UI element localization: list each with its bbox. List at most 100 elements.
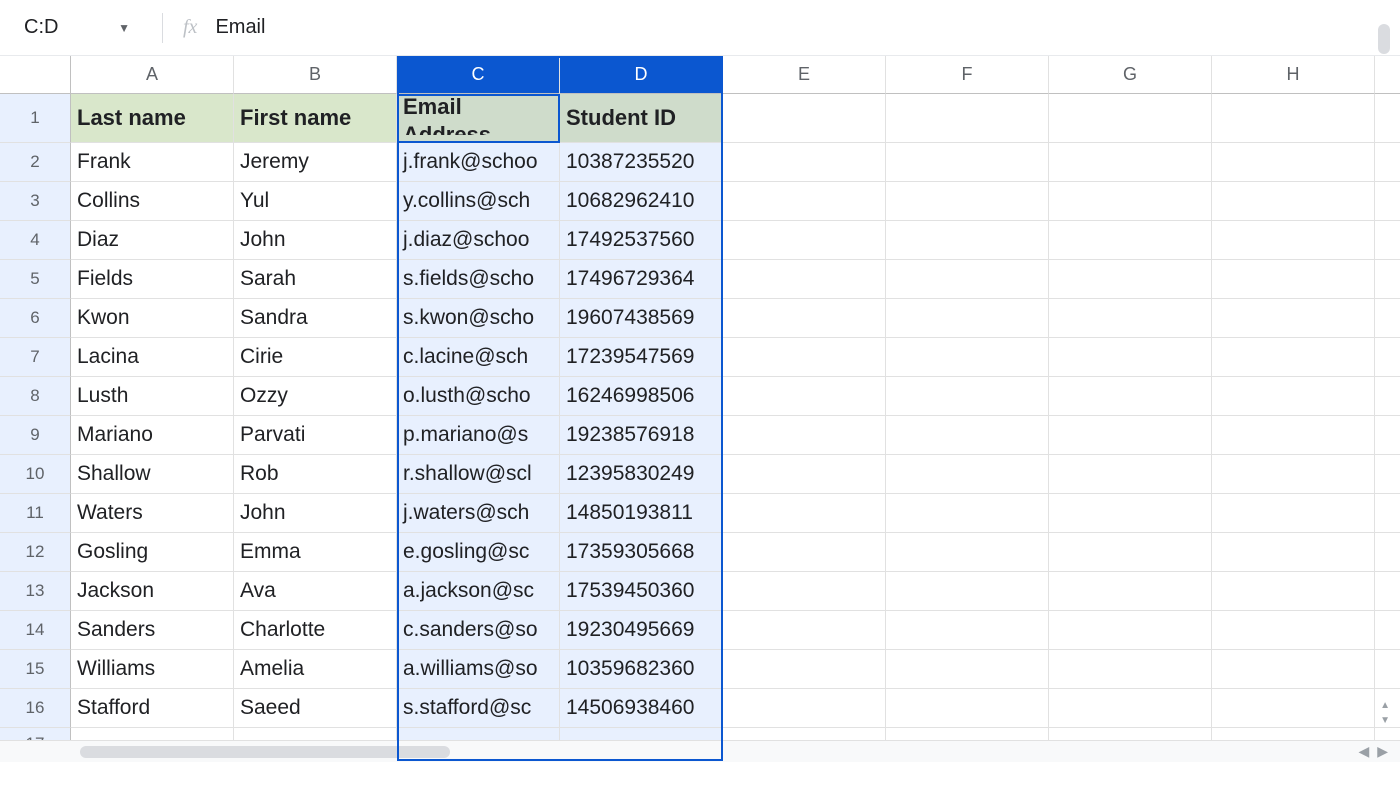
- cell-a2[interactable]: Frank: [71, 143, 234, 182]
- cell-h13[interactable]: [1212, 572, 1375, 611]
- cell-b15[interactable]: Amelia: [234, 650, 397, 689]
- cell-b9[interactable]: Parvati: [234, 416, 397, 455]
- cell-c15[interactable]: a.williams@so: [397, 650, 560, 689]
- cell-e5[interactable]: [723, 260, 886, 299]
- scroll-left-icon[interactable]: ◀: [1358, 743, 1369, 760]
- cell-a9[interactable]: Mariano: [71, 416, 234, 455]
- name-box[interactable]: C:D ▼: [12, 11, 142, 45]
- cell-h2[interactable]: [1212, 143, 1375, 182]
- cell-c11[interactable]: j.waters@sch: [397, 494, 560, 533]
- cell-a7[interactable]: Lacina: [71, 338, 234, 377]
- cell-a15[interactable]: Williams: [71, 650, 234, 689]
- cell-g13[interactable]: [1049, 572, 1212, 611]
- cell-e3[interactable]: [723, 182, 886, 221]
- cell-c13[interactable]: a.jackson@sc: [397, 572, 560, 611]
- cell-g3[interactable]: [1049, 182, 1212, 221]
- cell-d7[interactable]: 17239547569: [560, 338, 723, 377]
- cell-g1[interactable]: [1049, 94, 1212, 143]
- row-header-16[interactable]: 16: [0, 689, 71, 728]
- cell-h16[interactable]: [1212, 689, 1375, 728]
- cell-i10[interactable]: [1375, 455, 1400, 494]
- cell-d6[interactable]: 19607438569: [560, 299, 723, 338]
- column-header-g[interactable]: G: [1049, 56, 1212, 94]
- cell-h10[interactable]: [1212, 455, 1375, 494]
- cell-i5[interactable]: [1375, 260, 1400, 299]
- cell-f15[interactable]: [886, 650, 1049, 689]
- row-header-7[interactable]: 7: [0, 338, 71, 377]
- cell-e1[interactable]: [723, 94, 886, 143]
- cell-g7[interactable]: [1049, 338, 1212, 377]
- cell-a1[interactable]: Last name: [71, 94, 234, 143]
- cell-i11[interactable]: [1375, 494, 1400, 533]
- cell-d3[interactable]: 10682962410: [560, 182, 723, 221]
- cell-f8[interactable]: [886, 377, 1049, 416]
- cell-h14[interactable]: [1212, 611, 1375, 650]
- cell-f13[interactable]: [886, 572, 1049, 611]
- row-header-1[interactable]: 1: [0, 94, 71, 143]
- cell-g4[interactable]: [1049, 221, 1212, 260]
- cell-g6[interactable]: [1049, 299, 1212, 338]
- cell-i9[interactable]: [1375, 416, 1400, 455]
- cell-e6[interactable]: [723, 299, 886, 338]
- select-all-corner[interactable]: [0, 56, 71, 94]
- row-header-8[interactable]: 8: [0, 377, 71, 416]
- cell-d4[interactable]: 17492537560: [560, 221, 723, 260]
- cell-a4[interactable]: Diaz: [71, 221, 234, 260]
- cell-h5[interactable]: [1212, 260, 1375, 299]
- cell-d11[interactable]: 14850193811: [560, 494, 723, 533]
- cell-d9[interactable]: 19238576918: [560, 416, 723, 455]
- cell-g15[interactable]: [1049, 650, 1212, 689]
- column-header-b[interactable]: B: [234, 56, 397, 94]
- cell-g11[interactable]: [1049, 494, 1212, 533]
- cell-g16[interactable]: [1049, 689, 1212, 728]
- formula-input[interactable]: [215, 16, 1388, 39]
- cell-h8[interactable]: [1212, 377, 1375, 416]
- cell-f3[interactable]: [886, 182, 1049, 221]
- cell-c16[interactable]: s.stafford@sc: [397, 689, 560, 728]
- cell-g8[interactable]: [1049, 377, 1212, 416]
- row-header-3[interactable]: 3: [0, 182, 71, 221]
- row-header-11[interactable]: 11: [0, 494, 71, 533]
- cell-b10[interactable]: Rob: [234, 455, 397, 494]
- cell-e7[interactable]: [723, 338, 886, 377]
- cell-g14[interactable]: [1049, 611, 1212, 650]
- cell-h9[interactable]: [1212, 416, 1375, 455]
- cell-d15[interactable]: 10359682360: [560, 650, 723, 689]
- cell-a13[interactable]: Jackson: [71, 572, 234, 611]
- cell-h3[interactable]: [1212, 182, 1375, 221]
- scroll-indicator[interactable]: [1378, 24, 1390, 54]
- cell-i12[interactable]: [1375, 533, 1400, 572]
- cell-e10[interactable]: [723, 455, 886, 494]
- cell-a3[interactable]: Collins: [71, 182, 234, 221]
- cell-g5[interactable]: [1049, 260, 1212, 299]
- cell-b7[interactable]: Cirie: [234, 338, 397, 377]
- cell-c6[interactable]: s.kwon@scho: [397, 299, 560, 338]
- cell-h1[interactable]: [1212, 94, 1375, 143]
- cell-c2[interactable]: j.frank@schoo: [397, 143, 560, 182]
- cell-b3[interactable]: Yul: [234, 182, 397, 221]
- cell-f7[interactable]: [886, 338, 1049, 377]
- cell-h11[interactable]: [1212, 494, 1375, 533]
- scroll-down-icon[interactable]: ▼: [1380, 715, 1390, 726]
- row-header-13[interactable]: 13: [0, 572, 71, 611]
- cell-e13[interactable]: [723, 572, 886, 611]
- cell-d13[interactable]: 17539450360: [560, 572, 723, 611]
- cell-c4[interactable]: j.diaz@schoo: [397, 221, 560, 260]
- scrollbar-track[interactable]: [80, 746, 1288, 758]
- cell-g2[interactable]: [1049, 143, 1212, 182]
- cell-h15[interactable]: [1212, 650, 1375, 689]
- cell-b2[interactable]: Jeremy: [234, 143, 397, 182]
- row-header-6[interactable]: 6: [0, 299, 71, 338]
- cell-a16[interactable]: Stafford: [71, 689, 234, 728]
- cell-c7[interactable]: c.lacine@sch: [397, 338, 560, 377]
- row-header-9[interactable]: 9: [0, 416, 71, 455]
- cell-f16[interactable]: [886, 689, 1049, 728]
- cell-i14[interactable]: [1375, 611, 1400, 650]
- cell-i8[interactable]: [1375, 377, 1400, 416]
- column-header-a[interactable]: A: [71, 56, 234, 94]
- cell-e4[interactable]: [723, 221, 886, 260]
- cell-h12[interactable]: [1212, 533, 1375, 572]
- cell-e8[interactable]: [723, 377, 886, 416]
- cell-c3[interactable]: y.collins@sch: [397, 182, 560, 221]
- cell-c12[interactable]: e.gosling@sc: [397, 533, 560, 572]
